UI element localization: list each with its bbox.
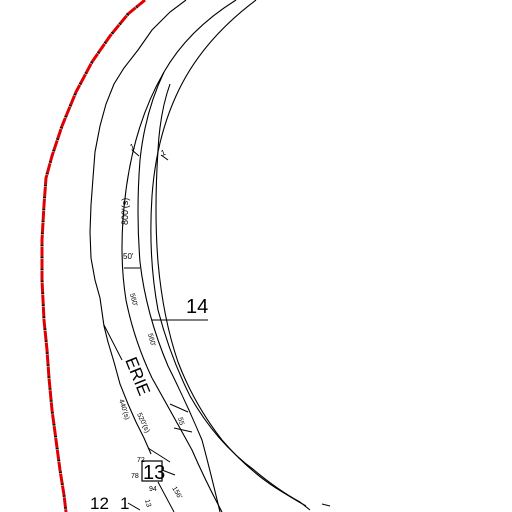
- road-edge-c: [150, 0, 301, 503]
- tick-label-b: 1: [160, 148, 168, 158]
- dimension-78: 78: [131, 473, 139, 480]
- dimension-560-a: 560': [128, 293, 138, 307]
- dimension-560-b: 560': [146, 333, 156, 347]
- dimension-72: 72: [137, 457, 145, 464]
- road-edge-b: [137, 71, 221, 512]
- lot-label-12: 12: [90, 494, 109, 512]
- parcel-lines: [103, 149, 331, 512]
- dimension-13: 13: [143, 499, 152, 508]
- dimension-520s: 520'(s): [135, 412, 150, 434]
- tick-label-a: 1: [129, 142, 137, 152]
- dimension-440s: 440'(s): [117, 398, 130, 420]
- lot-label-13: 13: [143, 462, 165, 484]
- dimension-800s: 800'(s): [120, 198, 130, 225]
- lot-label-14: 14: [186, 296, 208, 318]
- lot-label-1: 1: [120, 494, 129, 512]
- shoreline-outer: [89, 0, 187, 455]
- dimension-94: 94: [149, 486, 157, 493]
- road-edge-west: [121, 0, 237, 512]
- dimension-55: 55: [176, 417, 185, 426]
- district-boundary-line: [40, 0, 146, 512]
- dimension-156: 156': [170, 486, 183, 501]
- dimension-50: 50': [123, 252, 134, 261]
- road-edge-east: [155, 83, 311, 511]
- street-name-erie: ERIE: [121, 354, 153, 398]
